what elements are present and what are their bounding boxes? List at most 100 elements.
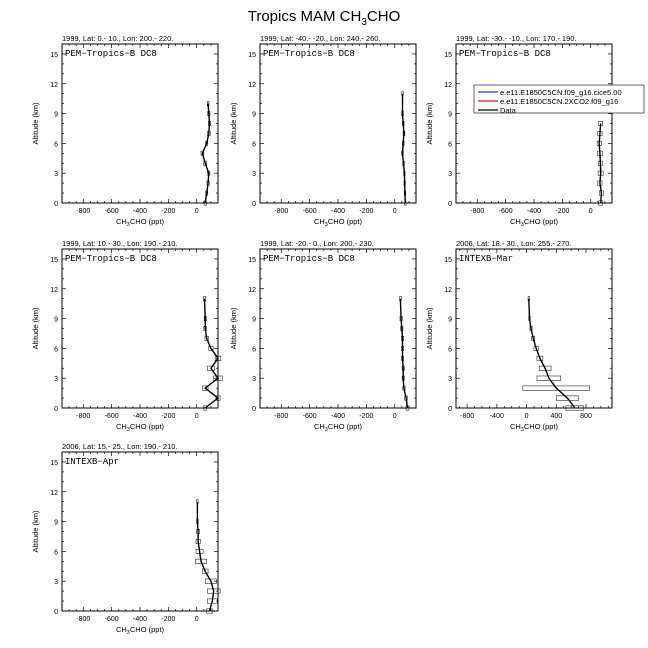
chart-panel-7: 0 3 6 9 12 15 -800 -600 -400 -200 0 2006, Lat: 15.-… xyxy=(31,442,221,636)
panel-header: 2006, Lat: 15.- 25., Lon: 190.- 210. xyxy=(62,442,178,451)
data-profile-line xyxy=(196,501,215,612)
error-box xyxy=(202,385,209,391)
error-box xyxy=(213,375,223,381)
x-tick-label: -600 xyxy=(303,208,317,215)
x-tick-label: -800 xyxy=(76,616,90,623)
plot-frame xyxy=(259,248,417,409)
x-tick-label: -800 xyxy=(460,413,474,420)
y-tick-label: 12 xyxy=(248,82,256,89)
x-tick-label: -400 xyxy=(331,413,345,420)
y-tick-label: 9 xyxy=(54,520,58,527)
y-tick-label: 9 xyxy=(448,112,452,119)
error-box xyxy=(207,365,215,371)
y-tick-label: 6 xyxy=(252,346,256,353)
plot-frame xyxy=(455,248,613,409)
y-axis-label: Altitude (km) xyxy=(425,307,434,350)
y-tick-label: 6 xyxy=(54,141,58,148)
x-tick-label: -400 xyxy=(527,208,541,215)
error-box xyxy=(202,568,209,574)
y-axis-label: Altitude (km) xyxy=(31,510,40,553)
y-tick-label: 6 xyxy=(448,346,452,353)
y-tick-label: 6 xyxy=(54,346,58,353)
x-tick-label: -600 xyxy=(105,616,119,623)
legend-label: e.e11.E1850C5CN.f09_g16.cice5.00 xyxy=(500,88,622,97)
chart-panel-1: 0 3 6 9 12 15 -800 -600 -400 -200 0 1999, Lat: 0.- … xyxy=(31,34,219,228)
y-tick-label: 6 xyxy=(448,141,452,148)
x-tick-label: 0 xyxy=(525,413,529,420)
y-tick-label: 12 xyxy=(50,490,58,497)
y-tick-label: 15 xyxy=(444,52,452,59)
x-axis-label: CH3CHO (ppt) xyxy=(314,422,363,433)
panel-header: 1999, Lat: 10.- 30., Lon: 190.- 210. xyxy=(62,239,178,248)
panel-header: 1999, Lat: -30.- -10., Lon: 170.- 190. xyxy=(456,34,577,43)
error-box xyxy=(565,405,585,411)
y-tick-label: 9 xyxy=(448,317,452,324)
x-axis-label: CH3CHO (ppt) xyxy=(510,422,559,433)
y-tick-label: 3 xyxy=(448,376,452,383)
y-tick-label: 15 xyxy=(50,460,58,467)
plot-frame xyxy=(61,43,219,204)
x-tick-label: 0 xyxy=(393,413,397,420)
error-box xyxy=(215,395,221,401)
x-tick-label: -200 xyxy=(359,208,373,215)
y-axis-label: Altitude (km) xyxy=(31,102,40,145)
chart-panel-6: 0 3 6 9 12 15 -800 -400 0 400 800 2006, Lat: 18.- 3… xyxy=(425,239,613,433)
x-tick-label: -800 xyxy=(274,208,288,215)
x-tick-label: -400 xyxy=(331,208,345,215)
x-tick-label: 0 xyxy=(589,208,593,215)
data-profile-line xyxy=(528,298,576,409)
y-tick-label: 3 xyxy=(252,171,256,178)
error-box xyxy=(556,395,579,401)
y-tick-label: 15 xyxy=(50,52,58,59)
panel-header: 1999, Lat: 0.- 10., Lon: 200.- 220. xyxy=(62,34,173,43)
legend-label: e.e11.E1850C5CN.2XCO2.f09_g16 xyxy=(500,97,618,106)
x-tick-label: -600 xyxy=(303,413,317,420)
x-tick-label: -800 xyxy=(274,413,288,420)
x-tick-label: 0 xyxy=(195,413,199,420)
y-tick-label: 3 xyxy=(448,171,452,178)
x-axis-label: CH3CHO (ppt) xyxy=(314,217,363,228)
y-tick-label: 9 xyxy=(252,112,256,119)
y-tick-label: 15 xyxy=(248,257,256,264)
panel-header: 1999, Lat: -40.- -20., Lon: 240.- 260. xyxy=(260,34,381,43)
error-box xyxy=(522,385,590,391)
y-tick-label: 15 xyxy=(50,257,58,264)
chart-panel-3: 0 3 6 9 12 15 -800 -600 -400 -200 0 1999, Lat: -30.… xyxy=(425,34,613,228)
x-tick-label: -400 xyxy=(133,208,147,215)
x-axis-label: CH3CHO (ppt) xyxy=(116,422,165,433)
y-tick-label: 3 xyxy=(54,579,58,586)
x-tick-label: -600 xyxy=(499,208,513,215)
y-tick-label: 6 xyxy=(252,141,256,148)
chart-panel-4: 0 3 6 9 12 15 -800 -600 -400 -200 0 1999, Lat: 10.-… xyxy=(31,239,223,433)
x-tick-label: -200 xyxy=(161,208,175,215)
plot-frame xyxy=(455,43,613,204)
y-tick-label: 6 xyxy=(54,549,58,556)
x-axis-label: CH3CHO (ppt) xyxy=(116,217,165,228)
error-box xyxy=(203,405,207,411)
y-axis-label: Altitude (km) xyxy=(425,102,434,145)
data-profile-line xyxy=(598,123,603,204)
error-box xyxy=(536,375,561,381)
campaign-label: INTEXB−Mar xyxy=(459,254,513,264)
x-axis-label: CH3CHO (ppt) xyxy=(510,217,559,228)
x-tick-label: -200 xyxy=(359,413,373,420)
y-tick-label: 0 xyxy=(252,406,256,413)
legend: e.e11.E1850C5CN.f09_g16.cice5.00e.e11.E1… xyxy=(473,84,645,115)
x-tick-label: -800 xyxy=(76,413,90,420)
data-profile-line xyxy=(201,103,211,204)
y-axis-label: Altitude (km) xyxy=(31,307,40,350)
y-tick-label: 9 xyxy=(252,317,256,324)
data-profile-line xyxy=(401,93,407,204)
y-axis-label: Altitude (km) xyxy=(229,102,238,145)
x-tick-label: -800 xyxy=(76,208,90,215)
panel-header: 1999, Lat: -20.- 0., Lon: 200.- 230. xyxy=(260,239,374,248)
campaign-label: PEM−Tropics−B DC8 xyxy=(263,49,355,59)
x-tick-label: -400 xyxy=(133,413,147,420)
panel-header: 2006, Lat: 18.- 30., Lon: 255.- 270. xyxy=(456,239,572,248)
y-tick-label: 9 xyxy=(54,112,58,119)
x-axis-label: CH3CHO (ppt) xyxy=(116,625,165,636)
y-tick-label: 0 xyxy=(252,201,256,208)
y-tick-label: 12 xyxy=(50,82,58,89)
figure-title: Tropics MAM CH3CHO xyxy=(247,8,401,28)
